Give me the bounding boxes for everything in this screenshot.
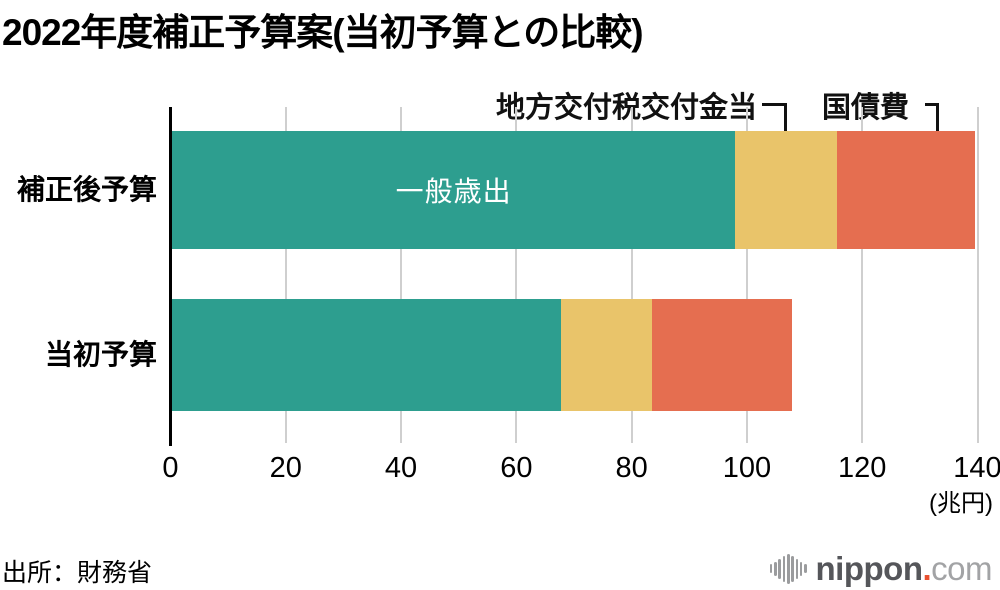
y-axis-line	[169, 107, 172, 446]
segment-label: 一般歳出	[395, 176, 512, 207]
annotation-leader-line	[762, 103, 787, 134]
x-tick-label: 140	[953, 452, 1000, 484]
chart-title: 2022年度補正予算案(当初予算との比較)	[2, 12, 644, 53]
gridline	[861, 107, 864, 443]
axis-unit-label: (兆円)	[929, 490, 993, 517]
nippon-logo: nippon.com	[769, 550, 993, 587]
annotation-label: 地方交付税交付金当	[495, 92, 757, 124]
x-tick-label: 40	[384, 452, 418, 484]
source-note: 出所：財務省	[2, 559, 153, 587]
logo-text: nippon.com	[815, 550, 993, 587]
gridline	[630, 107, 633, 443]
bar-segment	[837, 131, 975, 249]
bar-row	[172, 299, 793, 411]
gridline	[745, 107, 748, 443]
x-tick-label: 100	[722, 452, 772, 484]
gridline	[976, 107, 979, 443]
soundwave-bars-icon	[769, 553, 809, 584]
bar-segment	[652, 299, 793, 411]
annotation-leader-line	[925, 103, 939, 134]
annotation-local-allocation-tax: 地方交付税交付金当	[0, 84, 757, 126]
gridline	[515, 107, 518, 443]
x-tick-label: 120	[838, 452, 887, 484]
annotation-label: 国債費	[822, 92, 910, 124]
bar-segment: 一般歳出	[172, 131, 736, 249]
category-label: 当初予算	[44, 339, 157, 370]
x-tick-label: 80	[615, 452, 648, 484]
gridline	[284, 107, 287, 443]
gridline	[400, 107, 403, 443]
bar-segment	[735, 131, 838, 249]
bar-row: 一般歳出	[172, 131, 975, 249]
bar-segment	[172, 299, 561, 411]
category-label: 補正後予算	[16, 174, 157, 205]
plot-area: 一般歳出	[169, 107, 979, 446]
bar-segment	[560, 299, 653, 411]
x-tick-label: 20	[269, 452, 302, 484]
x-tick-label: 60	[500, 452, 533, 484]
x-tick-label: 0	[162, 452, 179, 484]
annotation-national-debt: 国債費	[822, 84, 909, 126]
